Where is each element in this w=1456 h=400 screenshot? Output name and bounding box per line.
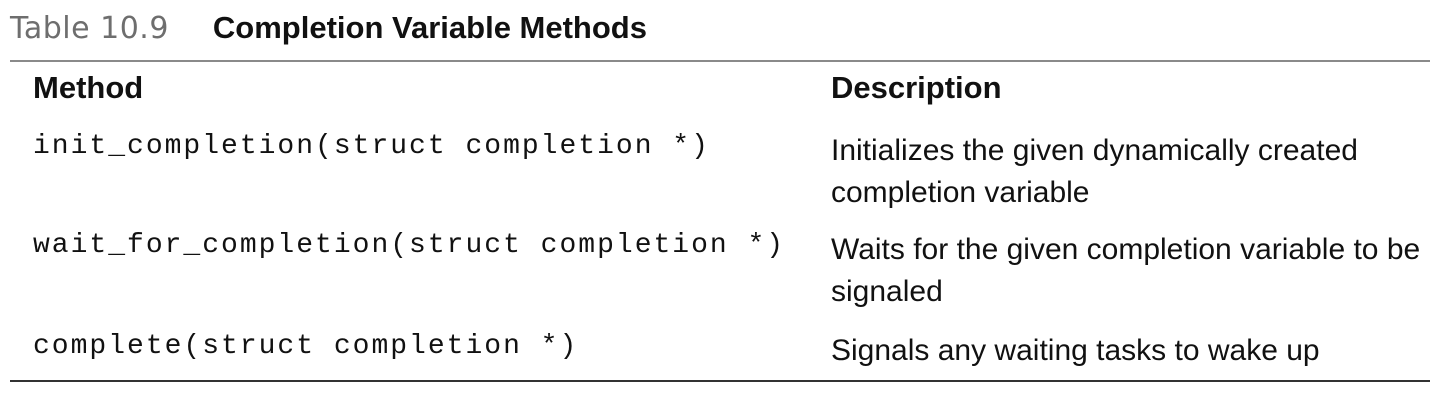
table-row-1-description: Initializes the given dynamically create… [831,134,1358,209]
table-row-3-description: Signals any waiting tasks to wake up [831,334,1320,367]
column-header-method: Method [33,70,144,105]
table-row-3-method: complete(struct completion *) [33,331,579,362]
table-row-2-description: Waits for the given completion variable … [831,233,1421,308]
table-row-2-method: wait_for_completion(struct completion *) [33,230,786,261]
column-header-description: Description [831,70,1002,105]
table-number: Table 10.9 [10,10,169,46]
table-row-1-method: init_completion(struct completion *) [33,131,710,162]
table-top-rule [10,60,1430,62]
table-caption: Table 10.9 Completion Variable Methods [10,6,647,50]
table-bottom-rule [10,380,1430,382]
table-title: Completion Variable Methods [212,10,647,45]
